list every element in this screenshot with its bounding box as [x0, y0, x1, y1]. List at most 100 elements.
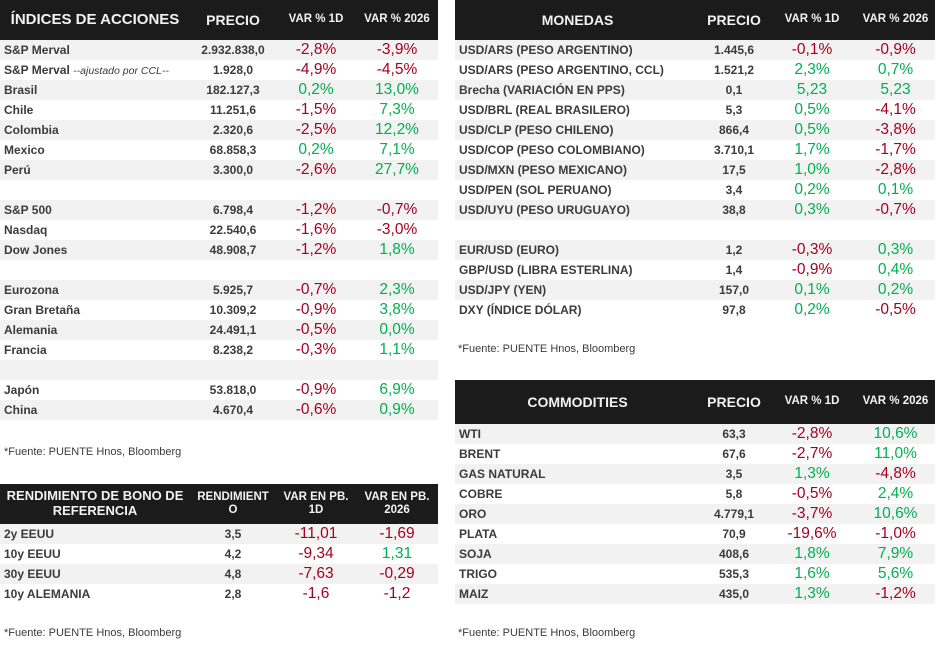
row-name: Japón: [4, 380, 188, 400]
table-row: Perú 3.300,0 -2,6% 27,7%: [0, 160, 438, 180]
header-var-ytd: VAR % 2026: [862, 395, 929, 408]
row-name: Nasdaq: [4, 220, 188, 240]
row-price: 1.445,6: [713, 43, 755, 57]
row-var-1d: -0,7%: [295, 281, 337, 298]
row-name-text: Japón: [4, 383, 40, 397]
row-name: Chile: [4, 100, 188, 120]
table-row: Nasdaq 22.540,6 -1,6% -3,0%: [0, 220, 438, 240]
row-var-ytd: -2,8%: [875, 161, 916, 178]
table-row: COBRE 5,8 -0,5% 2,4%: [455, 484, 935, 504]
row-name: ORO: [459, 504, 698, 524]
row-name: BRENT: [459, 444, 698, 464]
row-var-ytd: -4,8%: [875, 465, 916, 482]
row-price: 3.710,1: [713, 143, 755, 157]
row-var-1d: -2,7%: [791, 445, 833, 462]
row-var-1d: -1,2%: [295, 241, 337, 258]
row-var-ytd: 0,0%: [379, 321, 415, 338]
row-var-1d: -0,9%: [295, 301, 337, 318]
table-row: Alemania 24.491,1 -0,5% 0,0%: [0, 320, 438, 340]
spacer-row: [455, 220, 935, 240]
row-var-1d: -1,2%: [295, 201, 337, 218]
header-var-1d: VAR EN PB. 1D: [283, 490, 349, 516]
row-name-text: GAS NATURAL: [459, 467, 546, 481]
row-name-text: Dow Jones: [4, 243, 68, 257]
row-var-ytd: -1,69: [379, 525, 415, 542]
row-var-1d: -0,6%: [295, 401, 337, 418]
row-price: 1.928,0: [212, 63, 254, 77]
spacer-row: [0, 180, 438, 200]
row-var-1d: 0,5%: [794, 121, 830, 138]
table-row: BRENT 67,6 -2,7% 11,0%: [455, 444, 935, 464]
row-price: 67,6: [722, 447, 746, 461]
row-var-ytd: 13,0%: [375, 81, 419, 98]
row-price: 24.491,1: [209, 323, 257, 337]
row-price: 5,3: [725, 103, 743, 117]
row-var-ytd: 1,1%: [379, 341, 415, 358]
row-var-ytd: 0,9%: [379, 401, 415, 418]
row-var-ytd: 7,9%: [877, 545, 914, 562]
row-var-ytd: 11,0%: [874, 445, 917, 462]
row-var-ytd: 0,7%: [877, 61, 914, 78]
row-var-ytd: 2,4%: [877, 485, 914, 502]
table-row: USD/UYU (PESO URUGUAYO) 38,8 0,3% -0,7%: [455, 200, 935, 220]
table-row: Eurozona 5.925,7 -0,7% 2,3%: [0, 280, 438, 300]
row-var-ytd: 5,6%: [877, 565, 914, 582]
row-var-ytd: 0,1%: [877, 181, 914, 198]
row-name-text: USD/JPY (YEN): [459, 283, 547, 297]
row-name: COBRE: [459, 484, 698, 504]
row-price: 4,8: [224, 567, 242, 581]
row-name-text: PLATA: [459, 527, 498, 541]
row-var-ytd: -1,0%: [875, 525, 916, 542]
row-name-text: MAIZ: [459, 587, 489, 601]
row-name: Alemania: [4, 320, 188, 340]
header-var-1d: VAR % 1D: [288, 13, 344, 26]
row-price: 17,5: [722, 163, 746, 177]
row-price: 2,8: [224, 587, 242, 601]
table-row: USD/ARS (PESO ARGENTINO, CCL) 1.521,2 2,3%…: [455, 60, 935, 80]
table-row: USD/JPY (YEN) 157,0 0,1% 0,2%: [455, 280, 935, 300]
row-price: 4,2: [224, 547, 242, 561]
table-row: S&P Merval --ajustado por CCL-- 1.928,0 -4…: [0, 60, 438, 80]
row-name: 10y ALEMANIA: [4, 584, 188, 604]
row-var-ytd: 1,31: [381, 545, 413, 562]
row-name: WTI: [459, 424, 698, 444]
row-var-ytd: 12,2%: [375, 121, 419, 138]
row-name: Dow Jones: [4, 240, 188, 260]
row-var-1d: -0,9%: [295, 381, 337, 398]
row-var-1d: -4,9%: [295, 61, 337, 78]
row-price: 4.670,4: [212, 403, 254, 417]
header-var-1d: VAR % 1D: [784, 395, 840, 408]
table-row: USD/BRL (REAL BRASILERO) 5,3 0,5% -4,1%: [455, 100, 935, 120]
row-name: Brecha (VARIACIÓN EN PPS): [459, 80, 698, 100]
row-price: 2.320,6: [212, 123, 254, 137]
row-price: 68.858,3: [209, 143, 257, 157]
row-name-text: USD/COP (PESO COLOMBIANO): [459, 143, 645, 157]
row-name-text: Colombia: [4, 123, 59, 137]
table-row: Japón 53.818,0 -0,9% 6,9%: [0, 380, 438, 400]
row-var-1d: 1,7%: [794, 141, 830, 158]
header-price: RENDIMIENT O: [197, 490, 269, 516]
row-var-1d: -0,5%: [295, 321, 337, 338]
row-name: GBP/USD (LIBRA ESTERLINA): [459, 260, 698, 280]
row-name-text: Eurozona: [4, 283, 59, 297]
header-name: COMMODITIES: [527, 393, 628, 410]
header-price: PRECIO: [707, 393, 761, 410]
row-price: 38,8: [722, 203, 746, 217]
row-name: GAS NATURAL: [459, 464, 698, 484]
row-var-1d: 1,6%: [794, 565, 830, 582]
row-var-ytd: -3,8%: [875, 121, 916, 138]
header-name: ÍNDICES DE ACCIONES: [10, 11, 180, 29]
row-var-1d: -3,7%: [791, 505, 833, 522]
table-row: 30y EEUU 4,8 -7,63 -0,29: [0, 564, 438, 584]
row-name-text: Brasil: [4, 83, 38, 97]
header-name: MONEDAS: [541, 11, 614, 28]
table-row: Francia 8.238,2 -0,3% 1,1%: [0, 340, 438, 360]
row-var-ytd: -0,9%: [875, 41, 916, 58]
row-name-text: China: [4, 403, 38, 417]
row-name-text: USD/UYU (PESO URUGUAYO): [459, 203, 630, 217]
row-name: Brasil: [4, 80, 188, 100]
table-row: USD/CLP (PESO CHILENO) 866,4 0,5% -3,8%: [455, 120, 935, 140]
row-var-1d: 2,3%: [794, 61, 830, 78]
row-var-ytd: 0,2%: [877, 281, 914, 298]
row-name: Gran Bretaña: [4, 300, 188, 320]
